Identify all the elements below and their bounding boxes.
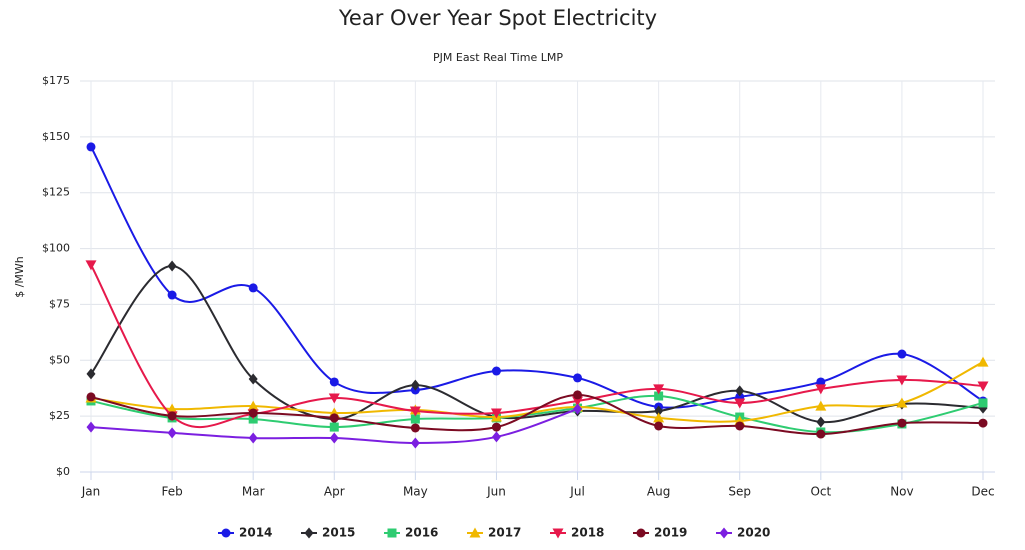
point-marker (734, 398, 746, 409)
y-tick-label: $175 (42, 74, 70, 87)
x-tick-label: Aug (647, 485, 670, 499)
point-marker (410, 379, 420, 391)
x-tick-label: Jul (569, 485, 584, 499)
x-tick-label: Oct (810, 485, 831, 499)
point-marker (247, 400, 259, 411)
point-marker (896, 375, 908, 386)
y-tick-label: $75 (49, 297, 70, 310)
y-tick-label: $25 (49, 409, 70, 422)
series-line (90, 361, 984, 423)
legend-marker (552, 528, 564, 539)
point-marker (572, 396, 584, 407)
point-marker (896, 397, 908, 408)
point-marker (654, 421, 664, 431)
point-marker (815, 400, 827, 411)
point-marker (85, 260, 97, 271)
legend-marker (221, 528, 231, 538)
legend-marker (469, 527, 481, 538)
legend-label: 2015 (322, 526, 355, 540)
point-marker (735, 421, 745, 431)
point-marker (573, 390, 583, 400)
point-marker (248, 283, 258, 293)
point-marker (815, 384, 827, 395)
point-marker (654, 391, 664, 401)
chart-subtitle: PJM East Real Time LMP (433, 51, 563, 64)
series-line (90, 394, 984, 434)
point-marker (409, 406, 421, 417)
legend-label: 2019 (654, 526, 687, 540)
x-tick-label: Apr (324, 485, 345, 499)
legend-marker (719, 527, 729, 539)
x-tick-label: Feb (161, 485, 182, 499)
legend-label: 2018 (571, 526, 604, 540)
point-marker (816, 416, 826, 428)
y-tick-label: $100 (42, 242, 70, 255)
point-marker (329, 377, 339, 387)
x-tick-label: Mar (242, 485, 265, 499)
point-marker (329, 432, 339, 444)
legend-marker (636, 528, 646, 538)
chart-title: Year Over Year Spot Electricity (338, 6, 657, 30)
legend-marker (304, 527, 314, 539)
point-marker (248, 373, 258, 385)
point-marker (735, 385, 745, 397)
point-marker (978, 398, 988, 408)
point-marker (977, 381, 989, 392)
point-marker (573, 403, 583, 415)
point-marker (328, 393, 340, 404)
y-tick-label: $125 (42, 186, 70, 199)
legend-label: 2016 (405, 526, 438, 540)
point-marker (897, 349, 907, 359)
x-tick-label: Dec (971, 485, 994, 499)
point-marker (491, 366, 501, 376)
series-line (90, 146, 984, 409)
point-marker (816, 429, 826, 439)
point-marker (410, 414, 420, 424)
y-axis-title: $ /MWh (13, 256, 26, 298)
y-tick-label: $50 (49, 353, 70, 366)
point-marker (86, 421, 96, 433)
point-marker (167, 427, 177, 439)
point-marker (491, 431, 501, 443)
x-tick-label: May (403, 485, 428, 499)
point-marker (653, 384, 665, 395)
legend-marker (387, 528, 397, 538)
legend-label: 2020 (737, 526, 770, 540)
point-marker (410, 437, 420, 449)
point-marker (573, 373, 583, 383)
point-marker (329, 413, 339, 423)
series-line (90, 393, 984, 436)
point-marker (329, 422, 339, 432)
x-tick-label: Sep (728, 485, 751, 499)
point-marker (86, 142, 96, 152)
point-marker (653, 412, 665, 423)
point-marker (491, 422, 501, 432)
point-marker (490, 408, 502, 419)
legend-label: 2017 (488, 526, 521, 540)
point-marker (167, 411, 177, 421)
y-tick-label: $150 (42, 130, 70, 143)
point-marker (816, 377, 826, 387)
point-marker (248, 432, 258, 444)
point-marker (410, 423, 420, 433)
point-marker (167, 260, 177, 272)
x-tick-label: Jun (486, 485, 506, 499)
point-marker (977, 356, 989, 367)
point-marker (167, 290, 177, 300)
point-marker (86, 392, 96, 402)
point-marker (897, 418, 907, 428)
point-marker (978, 418, 988, 428)
point-marker (166, 403, 178, 414)
y-tick-label: $0 (56, 465, 70, 478)
x-tick-label: Nov (890, 485, 913, 499)
x-tick-label: Jan (81, 485, 101, 499)
point-marker (86, 368, 96, 380)
point-marker (248, 408, 258, 418)
point-marker (654, 405, 664, 417)
legend-label: 2014 (239, 526, 272, 540)
